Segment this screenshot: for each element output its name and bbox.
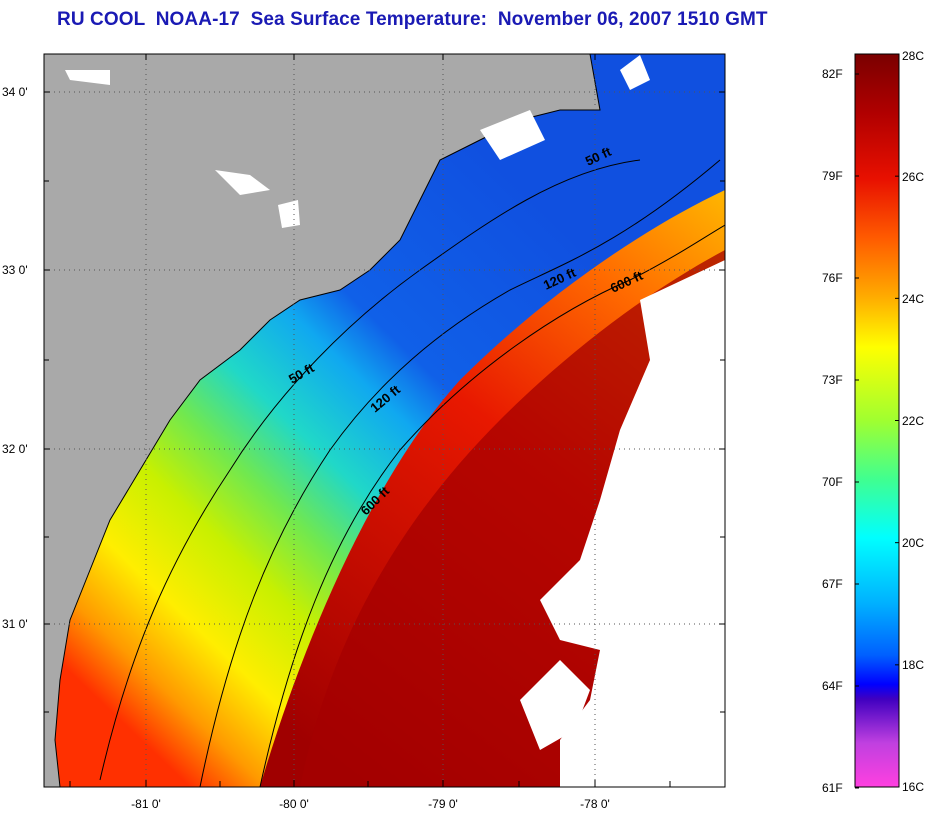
cloud-patch xyxy=(215,170,270,195)
fahrenheit-label: 61F xyxy=(822,781,843,795)
contour-600ft-line xyxy=(259,224,725,787)
fahrenheit-label: 79F xyxy=(822,169,843,183)
celsius-label: 28C xyxy=(902,49,924,63)
map-ticks xyxy=(44,54,725,787)
lat-label: 31 0' xyxy=(2,617,28,631)
lon-label: -79 0' xyxy=(428,797,458,811)
fahrenheit-label: 64F xyxy=(822,679,843,693)
cloud-mask xyxy=(540,260,725,787)
lat-label: 33 0' xyxy=(2,263,28,277)
color-bar-labels: 82F 79F 76F 73F 70F 67F 64F 61F 28C 26C … xyxy=(822,49,924,795)
fahrenheit-label: 73F xyxy=(822,373,843,387)
cloud-patch xyxy=(620,55,650,90)
fahrenheit-label: 82F xyxy=(822,67,843,81)
lon-label: -78 0' xyxy=(580,797,610,811)
celsius-label: 18C xyxy=(902,658,924,672)
lon-label: -81 0' xyxy=(131,797,161,811)
map-frame xyxy=(43,53,726,788)
fahrenheit-label: 67F xyxy=(822,577,843,591)
contour-120ft-line xyxy=(199,159,721,787)
cloud-patch xyxy=(520,660,590,750)
color-bar xyxy=(854,53,900,788)
celsius-label: 22C xyxy=(902,414,924,428)
contour-50ft-line xyxy=(99,159,641,781)
celsius-label: 16C xyxy=(902,780,924,794)
celsius-label: 20C xyxy=(902,536,924,550)
lat-label: 32 0' xyxy=(2,442,28,456)
celsius-label: 24C xyxy=(902,292,924,306)
celsius-label: 26C xyxy=(902,170,924,184)
map-area xyxy=(44,54,725,787)
lon-label: -80 0' xyxy=(279,797,309,811)
color-bar-ticks xyxy=(855,53,899,789)
fahrenheit-label: 70F xyxy=(822,475,843,489)
map-title: RU COOL NOAA-17 Sea Surface Temperature:… xyxy=(57,9,768,30)
cloud-patch xyxy=(65,70,110,85)
cloud-patch xyxy=(480,110,545,160)
fahrenheit-label: 76F xyxy=(822,271,843,285)
lat-label: 34 0' xyxy=(2,85,28,99)
cloud-patch xyxy=(278,200,300,228)
graticule xyxy=(44,54,725,787)
